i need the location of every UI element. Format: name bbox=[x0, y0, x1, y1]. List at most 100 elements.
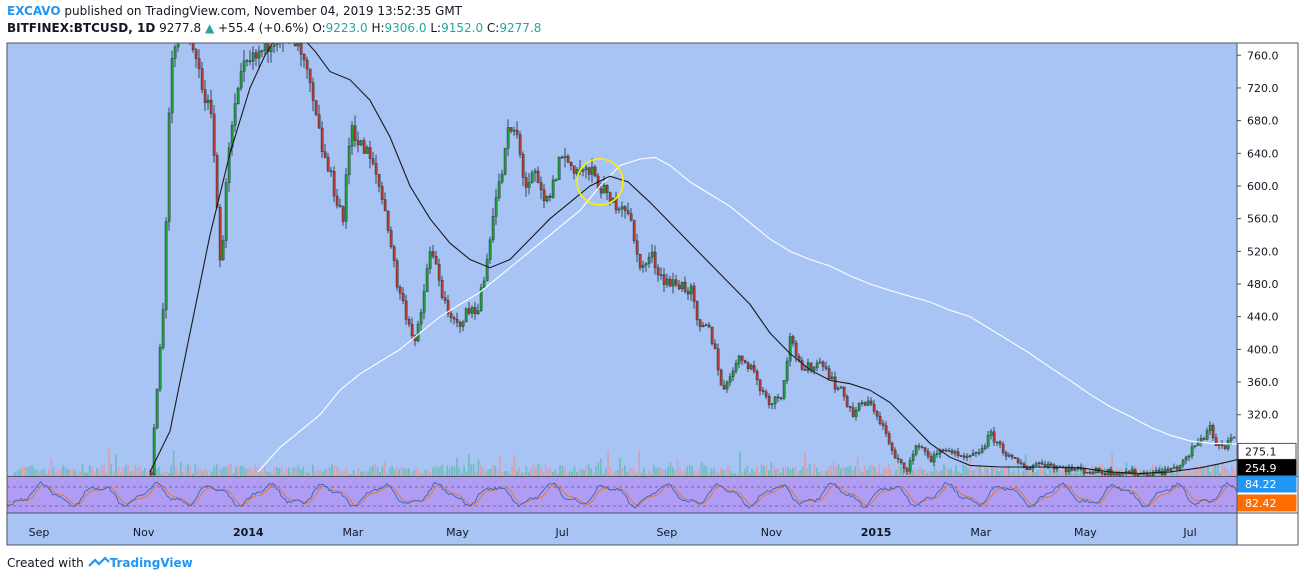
price-badge-last: 254.9 bbox=[1245, 462, 1277, 475]
volume-bar bbox=[304, 472, 307, 476]
volume-bar bbox=[945, 467, 948, 476]
volume-bar bbox=[744, 468, 746, 476]
candle-body bbox=[548, 195, 552, 198]
candle-body bbox=[581, 169, 585, 172]
candle-body bbox=[971, 453, 975, 456]
highlight-circle bbox=[576, 158, 624, 206]
volume-bar bbox=[859, 469, 861, 476]
candle-body bbox=[1046, 463, 1050, 467]
candle-body bbox=[1130, 469, 1134, 475]
volume-bar bbox=[986, 468, 989, 476]
volume-bar bbox=[271, 473, 273, 476]
volume-bar bbox=[758, 472, 761, 476]
volume-bar bbox=[506, 470, 509, 476]
candle-body bbox=[995, 441, 999, 444]
volume-bar bbox=[964, 465, 967, 476]
volume-bar bbox=[62, 464, 65, 476]
volume-bar bbox=[348, 473, 350, 476]
volume-bar bbox=[801, 466, 804, 476]
volume-bar bbox=[928, 471, 931, 476]
author-name[interactable]: EXCAVO bbox=[7, 4, 61, 18]
volume-bar bbox=[662, 469, 665, 476]
candle-body bbox=[365, 147, 369, 154]
volume-bar bbox=[288, 467, 290, 476]
candle-body bbox=[674, 279, 678, 286]
candle-body bbox=[1064, 467, 1068, 472]
tradingview-brand[interactable]: TradingView bbox=[109, 556, 193, 570]
volume-bar bbox=[1166, 471, 1169, 476]
rsi-panel[interactable] bbox=[7, 477, 1237, 513]
candle-body bbox=[389, 230, 393, 247]
volume-bar bbox=[1024, 454, 1027, 476]
candle-body bbox=[776, 396, 780, 399]
volume-bar bbox=[748, 473, 751, 476]
volume-bar bbox=[950, 467, 953, 476]
volume-bar bbox=[261, 472, 264, 476]
moving-average-short bbox=[149, 43, 1237, 475]
candle-body bbox=[800, 360, 804, 370]
volume-bar bbox=[734, 473, 737, 476]
volume-bar bbox=[523, 473, 525, 476]
candle-body bbox=[917, 445, 921, 448]
candle-body bbox=[386, 210, 390, 231]
volume-bar bbox=[787, 467, 789, 476]
volume-bar bbox=[566, 473, 569, 476]
volume-bar bbox=[933, 464, 936, 476]
candle-body bbox=[722, 385, 726, 390]
candle-body bbox=[266, 43, 270, 52]
volume-bar bbox=[600, 458, 602, 476]
volume-bar bbox=[448, 468, 451, 476]
volume-bar bbox=[50, 458, 53, 476]
candle-body bbox=[260, 50, 264, 52]
candle-body bbox=[1103, 473, 1107, 476]
volume-bar bbox=[804, 452, 806, 476]
volume-bar bbox=[1017, 465, 1020, 476]
candle-body bbox=[824, 366, 828, 369]
created-with-text: Created with bbox=[7, 556, 84, 570]
candle-body bbox=[282, 26, 284, 39]
volume-bar bbox=[996, 469, 998, 476]
volume-bar bbox=[96, 467, 98, 476]
candle-body bbox=[761, 390, 765, 392]
candle-body bbox=[803, 369, 807, 371]
volume-bar bbox=[170, 464, 173, 476]
volume-bar bbox=[494, 465, 497, 476]
volume-bar bbox=[168, 473, 170, 476]
plot-area[interactable] bbox=[7, 43, 1237, 476]
volume-bar bbox=[393, 469, 396, 476]
volume-bar bbox=[960, 473, 962, 476]
candle-body bbox=[767, 396, 771, 405]
volume-bar bbox=[549, 468, 552, 476]
volume-bar bbox=[528, 472, 530, 476]
volume-bar bbox=[1214, 464, 1217, 476]
volume-bar bbox=[640, 472, 643, 476]
candle-body bbox=[329, 170, 333, 173]
candle-body bbox=[302, 54, 306, 61]
candle-body bbox=[686, 291, 690, 295]
candle-body bbox=[1160, 470, 1164, 475]
candle-body bbox=[158, 347, 162, 390]
volume-bar bbox=[156, 468, 158, 476]
volume-bar bbox=[1065, 472, 1068, 476]
volume-bar bbox=[1149, 468, 1152, 476]
candle-body bbox=[437, 263, 441, 281]
candle-body bbox=[665, 278, 669, 285]
volume-bar bbox=[955, 464, 957, 476]
volume-bar bbox=[436, 467, 439, 476]
x-tick-label: Sep bbox=[656, 526, 677, 539]
rsi-badge-d: 82.42 bbox=[1245, 497, 1277, 510]
candle-body bbox=[620, 206, 624, 210]
candle-body bbox=[551, 179, 555, 198]
volume-bar bbox=[412, 470, 415, 476]
volume-bar bbox=[1012, 470, 1015, 476]
candle-body bbox=[248, 60, 252, 62]
volume-bar bbox=[511, 466, 513, 476]
volume-bar bbox=[657, 467, 660, 476]
volume-bar bbox=[1197, 467, 1200, 476]
candle-body bbox=[629, 213, 633, 221]
time-axis[interactable] bbox=[7, 513, 1237, 545]
volume-bar bbox=[700, 461, 703, 476]
volume-bar bbox=[388, 467, 391, 476]
volume-bar bbox=[914, 469, 917, 476]
